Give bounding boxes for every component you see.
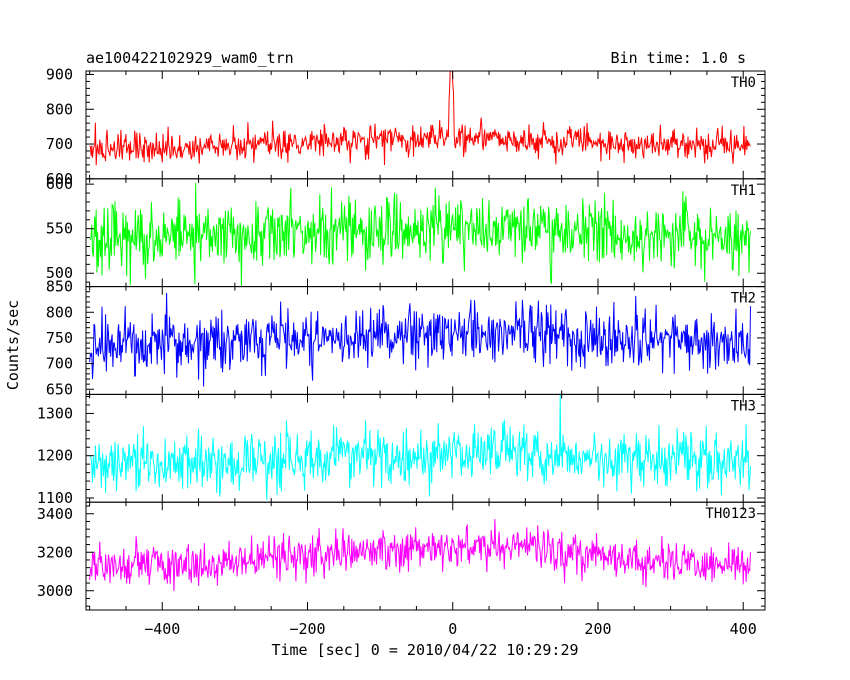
y-tick-label: 550: [46, 220, 73, 238]
series-line-th1: [89, 182, 751, 287]
y-tick-label: 1300: [37, 404, 73, 422]
y-axis-label: Counts/sec: [4, 300, 22, 390]
panel-frame: [85, 501, 766, 611]
series-line-th0: [89, 71, 751, 166]
x-tick-label: 400: [730, 620, 757, 638]
y-tick-label: 1200: [37, 447, 73, 465]
y-tick-label: 1100: [37, 489, 73, 507]
bin-time-label: Bin time: 1.0 s: [611, 49, 746, 67]
panel-th1: TH1 500 550 600: [46, 175, 766, 288]
y-tick-label: 600: [46, 175, 73, 193]
y-tick-label: 700: [46, 355, 73, 373]
x-tick-label: 0: [448, 620, 457, 638]
series-line-th0123: [89, 519, 751, 592]
y-tick-label: 500: [46, 264, 73, 282]
panels-group: TH0 600 700 800 900 TH1 500 550 600 TH2 650 700 750 8…: [37, 65, 766, 638]
y-tick-label: 800: [46, 303, 73, 321]
y-tick-label: 800: [46, 100, 73, 118]
y-tick-label: 3400: [37, 505, 73, 523]
chart-title: ae100422102929_wam0_trn: [86, 49, 294, 67]
series-line-th2: [89, 292, 751, 387]
y-tick-label: 650: [46, 380, 73, 398]
panel-th3: TH3 1100 1200 1300: [37, 393, 766, 507]
y-tick-label: 3000: [37, 582, 73, 600]
panel-label: TH3: [731, 398, 756, 414]
panel-th0123: TH0123 3000 3200 3400: [37, 501, 766, 611]
x-tick-label: 200: [584, 620, 611, 638]
panel-th2: TH2 650 700 750 800 850: [46, 278, 766, 398]
panel-label: TH1: [731, 183, 756, 199]
panel-label: TH0123: [705, 506, 756, 522]
x-tick-label: −400: [144, 620, 180, 638]
y-tick-label: 750: [46, 329, 73, 347]
x-tick-label: −200: [289, 620, 325, 638]
panel-label: TH0: [731, 75, 756, 91]
y-tick-label: 900: [46, 65, 73, 83]
panel-label: TH2: [731, 291, 756, 307]
y-tick-label: 600: [46, 170, 73, 188]
series-line-th3: [89, 394, 751, 501]
y-tick-label: 850: [46, 278, 73, 296]
y-tick-label: 3200: [37, 543, 73, 561]
y-tick-label: 700: [46, 135, 73, 153]
panel-frame: [85, 70, 766, 180]
x-axis-label: Time [sec] 0 = 2010/04/22 10:29:29: [271, 641, 578, 659]
